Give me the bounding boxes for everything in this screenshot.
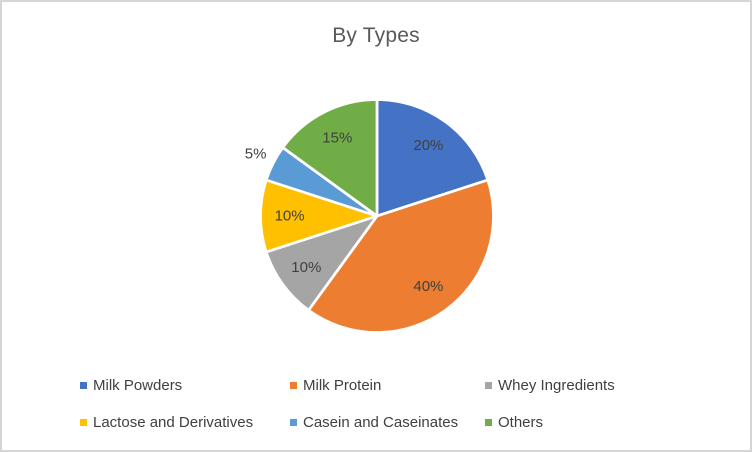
- legend-marker-icon: [485, 381, 492, 389]
- legend-marker-icon: [485, 418, 492, 426]
- pie-slice-milk-protein[interactable]: [307, 178, 495, 334]
- pie-slice-whey-ingredients[interactable]: [264, 214, 379, 312]
- legend-item-lactose-and-derivatives[interactable]: Lactose and Derivatives: [80, 413, 253, 431]
- legend-item-milk-powders[interactable]: Milk Powders: [80, 376, 182, 394]
- legend-item-others[interactable]: Others: [485, 413, 543, 431]
- legend-marker-icon: [80, 381, 87, 389]
- pie-slice-label: 10%: [291, 259, 321, 276]
- legend-marker-icon: [80, 418, 87, 426]
- chart-title: By Types: [332, 24, 420, 47]
- legend-marker-icon: [290, 418, 297, 426]
- pie-slice-label: 20%: [413, 137, 443, 154]
- legend-item-label: Whey Ingredients: [498, 376, 615, 394]
- pie-slice-label: 5%: [245, 146, 267, 163]
- pie-slice-lactose-and-derivatives[interactable]: [259, 178, 379, 254]
- pie-slice-milk-powders[interactable]: [375, 98, 490, 218]
- legend-item-whey-ingredients[interactable]: Whey Ingredients: [485, 376, 615, 394]
- pie-slice-label: 10%: [275, 208, 305, 225]
- legend-item-label: Milk Protein: [303, 376, 382, 394]
- legend-item-milk-protein[interactable]: Milk Protein: [290, 376, 381, 394]
- legend-item-label: Lactose and Derivatives: [93, 413, 254, 431]
- pie-slice-others[interactable]: [281, 98, 379, 218]
- legend-item-label: Others: [498, 413, 544, 431]
- legend-item-label: Milk Powders: [93, 376, 183, 394]
- pie-slice-label: 40%: [413, 278, 443, 295]
- legend-marker-icon: [290, 381, 297, 389]
- legend-item-label: Casein and Caseinates: [303, 413, 459, 431]
- pie-slice-label: 15%: [322, 130, 352, 147]
- legend-item-casein-and-caseinates[interactable]: Casein and Caseinates: [290, 413, 458, 431]
